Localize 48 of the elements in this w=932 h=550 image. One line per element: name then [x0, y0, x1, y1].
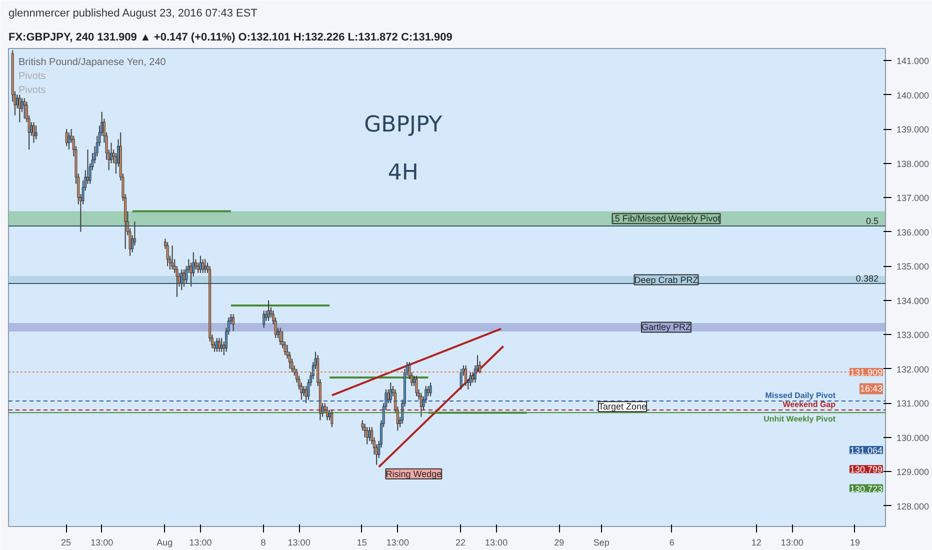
y-tick-label: 134.000: [896, 296, 930, 306]
x-tick-label: 22: [455, 538, 466, 548]
x-tick-label: 13:00: [90, 538, 114, 548]
x-tick-label: Aug: [156, 538, 173, 548]
ref-line-label: Weekend Gap: [782, 400, 836, 410]
y-tick-label: 140.000: [896, 90, 930, 100]
annotation: 130.723: [850, 484, 883, 494]
y-tick-label: 138.000: [896, 158, 930, 169]
x-tick-label: 13:00: [386, 538, 409, 548]
x-tick-label: 13:00: [189, 538, 212, 548]
annotation: GBPJPY: [364, 112, 443, 138]
annotation: 0.382: [856, 274, 878, 284]
annotation: British Pound/Japanese Yen, 240: [18, 57, 166, 68]
x-tick-label: 12: [751, 538, 762, 548]
annotation: 16:43: [860, 384, 883, 394]
annotation: 131.909: [850, 368, 883, 378]
x-tick-label: 29: [554, 538, 564, 548]
x-tick-label: 13:00: [780, 538, 804, 548]
x-tick-label: 13:00: [288, 538, 310, 548]
y-tick-label: 129.000: [896, 467, 930, 478]
y-tick-label: 135.000: [896, 262, 930, 272]
x-tick-label: 25: [61, 538, 72, 548]
ref-line-label: Unhit Weekly Pivot: [764, 414, 836, 424]
y-tick-label: 141.000: [896, 56, 930, 66]
annotation: 130.799: [850, 464, 883, 475]
ref-line-label: Missed Daily Pivot: [765, 390, 836, 400]
y-tick-label: 130.000: [896, 432, 930, 443]
x-tick-label: 6: [669, 538, 674, 548]
chart-title: glennmercer published August 23, 2016 07:43 EST: [8, 8, 258, 20]
y-tick-label: 137.000: [896, 193, 930, 204]
annotation: 0.5: [866, 216, 878, 226]
chart-subtitle: FX:GBPJPY, 240 131.909 ▲ +0.147 (+0.11%) O:132.101 H:132.226 L:131.872 C:131.909: [8, 32, 452, 44]
y-tick-label: 131.000: [896, 398, 930, 409]
y-tick-label: 128.000: [896, 501, 930, 512]
annotation: Pivots: [18, 71, 46, 82]
annotation: 4H: [388, 160, 418, 186]
x-tick-label: 15: [356, 538, 367, 548]
band-label: Deep Crab PRZ: [634, 274, 699, 285]
y-tick-label: 133.000: [896, 330, 930, 340]
y-tick-label: 139.000: [896, 124, 930, 135]
y-tick-label: 136.000: [896, 227, 930, 238]
x-tick-label: 13:00: [485, 538, 508, 548]
annotation: 131.064: [850, 446, 883, 456]
x-tick-label: 8: [260, 538, 266, 548]
annotation: Pivots: [18, 85, 46, 96]
x-tick-label: Sep: [593, 538, 610, 548]
x-tick-label: 19: [850, 538, 860, 548]
y-tick-label: 132.000: [896, 364, 930, 374]
